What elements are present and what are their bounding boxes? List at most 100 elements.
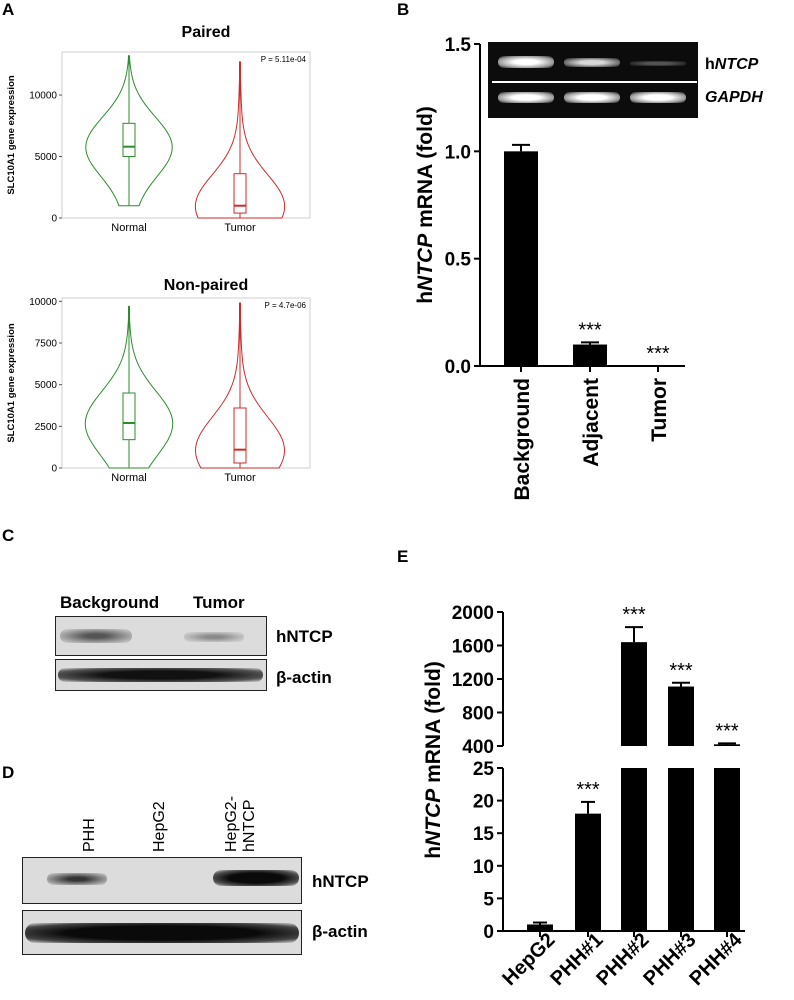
bar [527, 924, 553, 931]
bar [575, 813, 601, 931]
bar-lower-segment [668, 768, 694, 931]
panel-letter-b: B [397, 0, 410, 19]
y-tick-label: 20 [473, 792, 494, 813]
gel-band [630, 61, 686, 66]
blot-c-lane-background: Background [60, 593, 160, 612]
blot-c-actin-membrane [55, 659, 267, 691]
blot-band [184, 632, 244, 642]
significance-label: *** [646, 343, 670, 365]
panel-letter-c: C [2, 526, 15, 545]
y-tick-label: 0 [51, 464, 57, 475]
panel-letter-e: E [397, 547, 409, 566]
x-tick-label: Tumor [648, 378, 671, 442]
y-tick-label: 10000 [29, 91, 57, 102]
blot-band [25, 923, 299, 943]
y-tick-label: 1600 [452, 637, 494, 658]
y-tick-label: 15 [473, 824, 495, 845]
blot-c-ntcp-membrane [55, 616, 267, 656]
blot-c-row-actin: β-actin [276, 668, 332, 687]
violin-shape [84, 305, 174, 469]
significance-label: *** [576, 779, 600, 801]
y-axis-label: SLC10A1 gene expression [6, 323, 17, 443]
y-tick-label: 2000 [452, 603, 494, 624]
y-tick-label: 5000 [35, 152, 58, 163]
y-tick-label: 5000 [35, 380, 58, 391]
x-tick-label: PHH#2 [592, 929, 653, 990]
gel-band [630, 92, 686, 103]
plot-frame [61, 297, 311, 469]
y-tick-label: 2500 [35, 422, 58, 433]
blot-c-row-ntcp: hNTCP [276, 627, 333, 646]
x-tick-label: Normal [111, 222, 146, 234]
gel-band [564, 58, 620, 67]
bar-lower-segment [621, 768, 647, 931]
y-tick-label: 400 [462, 737, 494, 758]
gel-band [498, 92, 554, 103]
y-axis-label: hNTCP mRNA (fold) [414, 106, 437, 304]
blot-d-lane-hepg2-hntcp-2: hNTCP [241, 800, 258, 852]
bar [573, 344, 607, 366]
significance-label: *** [578, 319, 602, 341]
y-tick-label: 1.5 [445, 35, 472, 56]
plot-frame [61, 51, 311, 219]
panel-a-violin-plots: Paired P = 5.11e-04 SLC10A1 gene expressio… [6, 24, 311, 484]
box [233, 173, 247, 214]
bar-lower-segment [714, 768, 740, 931]
y-tick-label: 7500 [35, 339, 58, 350]
chart-title: Paired [182, 24, 231, 41]
blot-d-lane-phh: PHH [81, 818, 98, 852]
significance-label: *** [622, 604, 646, 626]
significance-label: *** [715, 720, 739, 742]
y-tick-label: 1.0 [445, 142, 471, 163]
y-tick-label: 10000 [29, 297, 57, 308]
y-tick-label: 0 [51, 214, 57, 225]
blot-band [58, 668, 263, 682]
gel-label-gapdh: GAPDH [705, 89, 763, 106]
x-tick-label: Background [511, 378, 534, 501]
x-tick-label: Tumor [224, 472, 256, 484]
p-value-annotation: P = 4.7e-06 [265, 301, 307, 310]
blot-d-lane-hepg2-hntcp: HepG2- [223, 796, 240, 852]
x-tick-label: Tumor [224, 222, 256, 234]
blot-d-ntcp-membrane [22, 857, 302, 904]
bar-upper-segment [714, 744, 740, 746]
x-tick-label: Normal [111, 472, 146, 484]
y-tick-label: 0.5 [445, 250, 472, 271]
y-tick-label: 5 [483, 889, 494, 910]
x-tick-label: Adjacent [580, 378, 603, 467]
box [122, 122, 136, 158]
y-tick-label: 1200 [452, 670, 494, 691]
y-tick-label: 0 [483, 922, 494, 943]
blot-band [213, 870, 299, 886]
blot-d-row-ntcp: hNTCP [312, 872, 369, 891]
panel-e-bar-chart: 400 800 1200 1600 2000 0 5 10 15 20 25 HepG2 *** PHH#… [422, 603, 747, 990]
p-value-annotation: P = 5.11e-04 [261, 55, 307, 64]
gel-label-ntcp: hNTCP [705, 56, 759, 73]
y-tick-label: 800 [462, 704, 494, 725]
blot-d-lane-hepg2: HepG2 [151, 801, 168, 852]
y-tick-label: 10 [473, 857, 494, 878]
x-tick-label: HepG2 [498, 929, 559, 990]
y-tick-label: 0.0 [445, 357, 471, 378]
y-axis-label: hNTCP mRNA (fold) [422, 661, 445, 859]
panel-letter-a: A [2, 0, 15, 19]
blot-d-row-actin: β-actin [312, 922, 368, 941]
y-axis-label: SLC10A1 gene expression [6, 75, 17, 195]
violin-shape [194, 61, 286, 219]
panel-b-gel [488, 42, 698, 118]
bar-upper-segment [621, 642, 647, 746]
blot-c-lane-tumor: Tumor [193, 593, 245, 612]
chart-title: Non-paired [164, 277, 248, 294]
box [233, 407, 247, 464]
gel-band [498, 56, 554, 68]
bar [504, 151, 538, 366]
bar-upper-segment [668, 686, 694, 746]
blot-band [60, 629, 132, 643]
significance-label: *** [669, 660, 693, 682]
blot-d-lane-labels: PHH HepG2 HepG2- hNTCP [81, 796, 258, 852]
panel-letter-d: D [2, 763, 15, 782]
blot-band [47, 873, 107, 885]
blot-d-actin-membrane [22, 910, 302, 955]
y-tick-label: 25 [473, 759, 495, 780]
gel-band [564, 92, 620, 103]
